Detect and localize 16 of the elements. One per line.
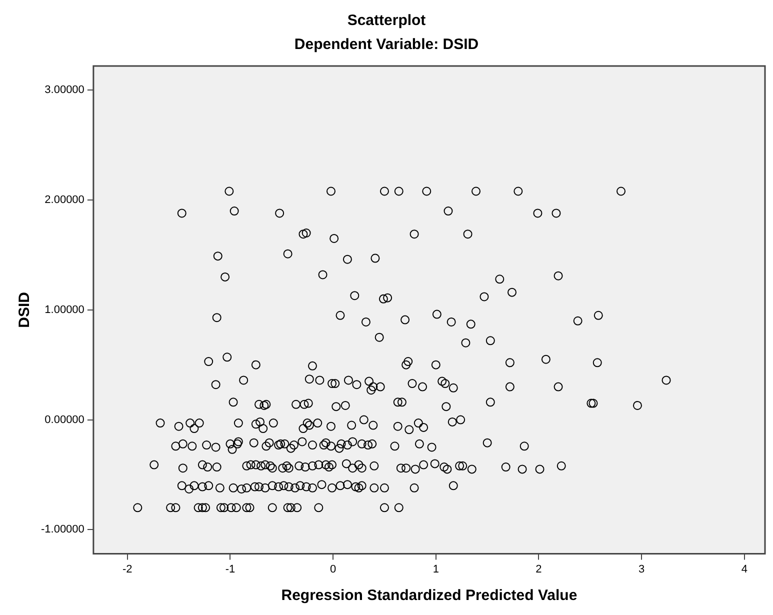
y-axis-title: DSID [16, 292, 34, 328]
y-tick-label: -1.00000 [40, 524, 84, 536]
y-tick-label: 0.00000 [44, 414, 84, 426]
x-tick-label: 4 [741, 563, 748, 576]
x-tick-label: -1 [225, 563, 236, 576]
x-tick-label: 1 [432, 563, 439, 576]
y-tick-label: 1.00000 [44, 304, 84, 316]
chart-title: Scatterplot [347, 12, 426, 30]
chart-subtitle: Dependent Variable: DSID [294, 36, 479, 54]
x-tick-label: 3 [638, 563, 645, 576]
y-tick-label: 3.00000 [44, 84, 84, 96]
x-axis-title: Regression Standardized Predicted Value [281, 587, 578, 604]
y-tick-label: 2.00000 [44, 194, 84, 206]
x-tick-label: 2 [536, 563, 542, 576]
x-tick-label: 0 [330, 563, 336, 576]
x-tick-label: -2 [122, 563, 132, 576]
